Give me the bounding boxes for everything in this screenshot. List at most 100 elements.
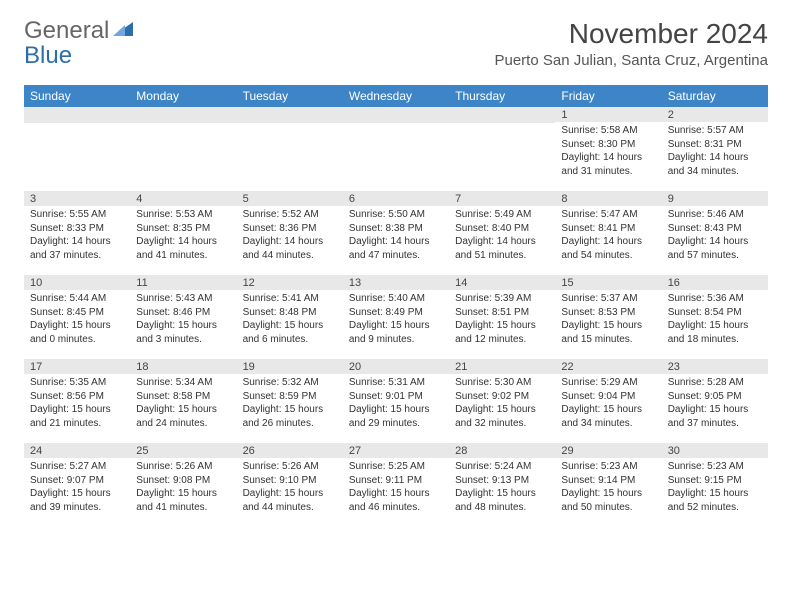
calendar-cell: 29Sunrise: 5:23 AMSunset: 9:14 PMDayligh…	[555, 443, 661, 527]
day-content: Sunrise: 5:44 AMSunset: 8:45 PMDaylight:…	[24, 290, 130, 350]
logo-text-blue: Blue	[24, 43, 135, 68]
day-content: Sunrise: 5:43 AMSunset: 8:46 PMDaylight:…	[130, 290, 236, 350]
weekday-header: Sunday	[24, 85, 130, 107]
sunrise-text: Sunrise: 5:32 AM	[243, 376, 337, 390]
day-number: 2	[662, 107, 768, 122]
sunset-text: Sunset: 8:46 PM	[136, 306, 230, 320]
day-number: 5	[237, 191, 343, 206]
sunset-text: Sunset: 8:49 PM	[349, 306, 443, 320]
sunrise-text: Sunrise: 5:44 AM	[30, 292, 124, 306]
calendar-cell: 24Sunrise: 5:27 AMSunset: 9:07 PMDayligh…	[24, 443, 130, 527]
day-number: 17	[24, 359, 130, 374]
daylight-text: and 34 minutes.	[668, 165, 762, 179]
day-content: Sunrise: 5:26 AMSunset: 9:10 PMDaylight:…	[237, 458, 343, 518]
sunset-text: Sunset: 9:11 PM	[349, 474, 443, 488]
calendar-cell: 12Sunrise: 5:41 AMSunset: 8:48 PMDayligh…	[237, 275, 343, 359]
day-number: 18	[130, 359, 236, 374]
month-title: November 2024	[494, 18, 768, 50]
sunset-text: Sunset: 9:04 PM	[561, 390, 655, 404]
daylight-text: Daylight: 15 hours	[349, 319, 443, 333]
sunset-text: Sunset: 8:59 PM	[243, 390, 337, 404]
daylight-text: and 50 minutes.	[561, 501, 655, 515]
day-number: 8	[555, 191, 661, 206]
calendar-cell: 13Sunrise: 5:40 AMSunset: 8:49 PMDayligh…	[343, 275, 449, 359]
daylight-text: and 12 minutes.	[455, 333, 549, 347]
sunset-text: Sunset: 8:40 PM	[455, 222, 549, 236]
sunrise-text: Sunrise: 5:43 AM	[136, 292, 230, 306]
calendar-week-row: 24Sunrise: 5:27 AMSunset: 9:07 PMDayligh…	[24, 443, 768, 527]
daylight-text: and 32 minutes.	[455, 417, 549, 431]
daylight-text: and 57 minutes.	[668, 249, 762, 263]
sunrise-text: Sunrise: 5:23 AM	[668, 460, 762, 474]
sunrise-text: Sunrise: 5:55 AM	[30, 208, 124, 222]
calendar-cell: 23Sunrise: 5:28 AMSunset: 9:05 PMDayligh…	[662, 359, 768, 443]
weekday-header: Monday	[130, 85, 236, 107]
sunset-text: Sunset: 9:01 PM	[349, 390, 443, 404]
daylight-text: Daylight: 15 hours	[349, 403, 443, 417]
day-number: 15	[555, 275, 661, 290]
calendar-cell: 15Sunrise: 5:37 AMSunset: 8:53 PMDayligh…	[555, 275, 661, 359]
daylight-text: Daylight: 14 hours	[136, 235, 230, 249]
calendar-cell: 25Sunrise: 5:26 AMSunset: 9:08 PMDayligh…	[130, 443, 236, 527]
calendar-cell: 20Sunrise: 5:31 AMSunset: 9:01 PMDayligh…	[343, 359, 449, 443]
day-content: Sunrise: 5:31 AMSunset: 9:01 PMDaylight:…	[343, 374, 449, 434]
daylight-text: Daylight: 14 hours	[668, 235, 762, 249]
sunrise-text: Sunrise: 5:29 AM	[561, 376, 655, 390]
day-number: 14	[449, 275, 555, 290]
calendar-cell-empty	[237, 107, 343, 191]
calendar-cell: 27Sunrise: 5:25 AMSunset: 9:11 PMDayligh…	[343, 443, 449, 527]
sunset-text: Sunset: 9:14 PM	[561, 474, 655, 488]
daylight-text: and 41 minutes.	[136, 501, 230, 515]
daylight-text: Daylight: 15 hours	[455, 487, 549, 501]
calendar-table: SundayMondayTuesdayWednesdayThursdayFrid…	[24, 85, 768, 527]
daylight-text: and 3 minutes.	[136, 333, 230, 347]
logo-sail-icon	[111, 18, 135, 36]
calendar-cell-empty	[449, 107, 555, 191]
sunset-text: Sunset: 8:31 PM	[668, 138, 762, 152]
calendar-cell: 10Sunrise: 5:44 AMSunset: 8:45 PMDayligh…	[24, 275, 130, 359]
calendar-cell-empty	[24, 107, 130, 191]
daylight-text: and 21 minutes.	[30, 417, 124, 431]
daylight-text: and 39 minutes.	[30, 501, 124, 515]
sunrise-text: Sunrise: 5:41 AM	[243, 292, 337, 306]
daylight-text: and 44 minutes.	[243, 249, 337, 263]
day-content: Sunrise: 5:24 AMSunset: 9:13 PMDaylight:…	[449, 458, 555, 518]
day-content: Sunrise: 5:36 AMSunset: 8:54 PMDaylight:…	[662, 290, 768, 350]
daylight-text: Daylight: 15 hours	[30, 403, 124, 417]
sunset-text: Sunset: 8:33 PM	[30, 222, 124, 236]
daylight-text: Daylight: 15 hours	[561, 319, 655, 333]
location: Puerto San Julian, Santa Cruz, Argentina	[494, 52, 768, 69]
calendar-cell: 18Sunrise: 5:34 AMSunset: 8:58 PMDayligh…	[130, 359, 236, 443]
weekday-header: Wednesday	[343, 85, 449, 107]
calendar-week-row: 3Sunrise: 5:55 AMSunset: 8:33 PMDaylight…	[24, 191, 768, 275]
sunrise-text: Sunrise: 5:49 AM	[455, 208, 549, 222]
sunset-text: Sunset: 9:15 PM	[668, 474, 762, 488]
sunrise-text: Sunrise: 5:53 AM	[136, 208, 230, 222]
day-number: 25	[130, 443, 236, 458]
sunrise-text: Sunrise: 5:24 AM	[455, 460, 549, 474]
day-content: Sunrise: 5:26 AMSunset: 9:08 PMDaylight:…	[130, 458, 236, 518]
day-content: Sunrise: 5:46 AMSunset: 8:43 PMDaylight:…	[662, 206, 768, 266]
day-content: Sunrise: 5:52 AMSunset: 8:36 PMDaylight:…	[237, 206, 343, 266]
daylight-text: Daylight: 15 hours	[136, 403, 230, 417]
calendar-cell-empty	[130, 107, 236, 191]
sunrise-text: Sunrise: 5:40 AM	[349, 292, 443, 306]
daylight-text: and 54 minutes.	[561, 249, 655, 263]
day-content: Sunrise: 5:32 AMSunset: 8:59 PMDaylight:…	[237, 374, 343, 434]
daylight-text: Daylight: 15 hours	[455, 403, 549, 417]
sunrise-text: Sunrise: 5:57 AM	[668, 124, 762, 138]
weekday-header: Tuesday	[237, 85, 343, 107]
daylight-text: and 34 minutes.	[561, 417, 655, 431]
day-number: 4	[130, 191, 236, 206]
day-content: Sunrise: 5:37 AMSunset: 8:53 PMDaylight:…	[555, 290, 661, 350]
sunset-text: Sunset: 9:08 PM	[136, 474, 230, 488]
day-number: 30	[662, 443, 768, 458]
sunset-text: Sunset: 8:30 PM	[561, 138, 655, 152]
day-content: Sunrise: 5:28 AMSunset: 9:05 PMDaylight:…	[662, 374, 768, 434]
sunset-text: Sunset: 8:38 PM	[349, 222, 443, 236]
day-number: 10	[24, 275, 130, 290]
calendar-cell: 7Sunrise: 5:49 AMSunset: 8:40 PMDaylight…	[449, 191, 555, 275]
daylight-text: Daylight: 15 hours	[243, 319, 337, 333]
sunrise-text: Sunrise: 5:30 AM	[455, 376, 549, 390]
daylight-text: and 48 minutes.	[455, 501, 549, 515]
